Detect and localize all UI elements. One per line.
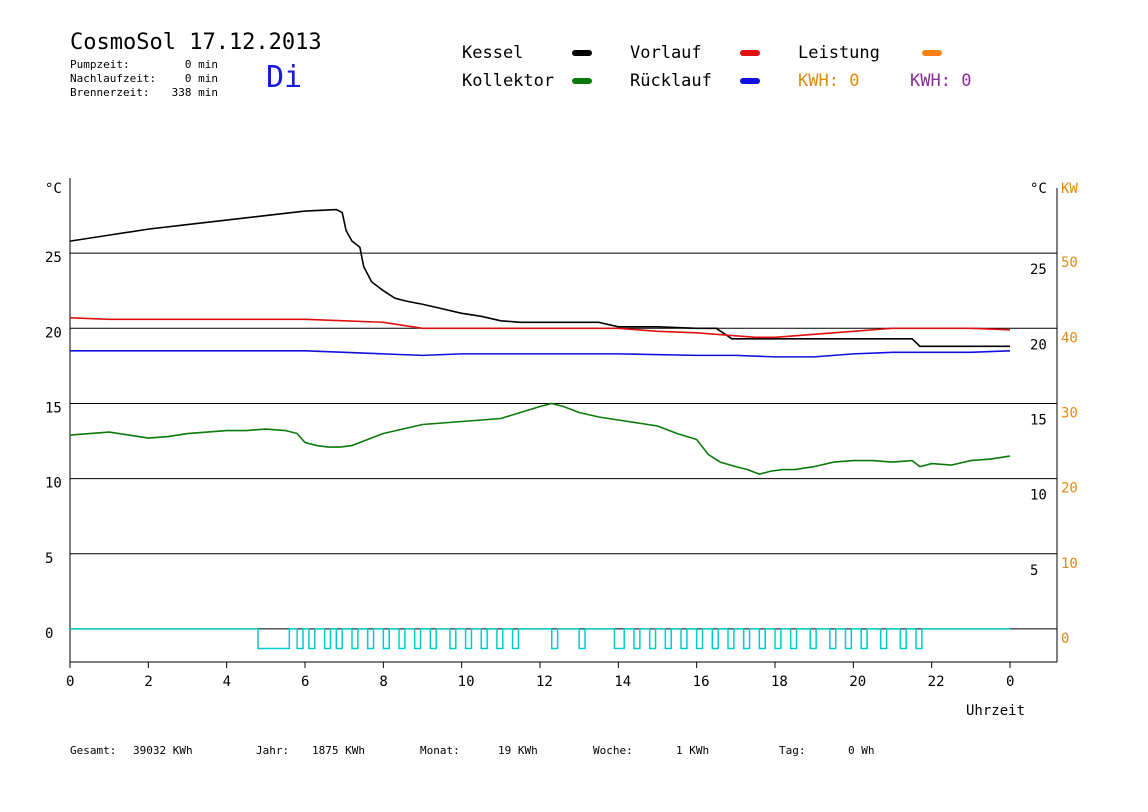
x-tick-2: 4 — [223, 674, 231, 690]
info-label-nachlaufzeit: Nachlaufzeit: — [70, 72, 157, 85]
legend-swatch-vorlauf — [740, 50, 760, 56]
legend-kwh2: KWH: 0 — [910, 71, 971, 91]
series-leistung — [70, 628, 1010, 650]
footer-gesamt-value: 39032 KWh — [133, 744, 193, 757]
y-tick-left-25: 25 — [45, 250, 62, 266]
series-kessel — [69, 208, 1010, 348]
x-tick-10: 20 — [849, 674, 866, 690]
x-tick-8: 16 — [693, 674, 710, 690]
footer-woche-label: Woche: — [593, 744, 633, 757]
y-tick-right-5: 5 — [1030, 563, 1038, 579]
y-tick-left-5: 5 — [45, 551, 53, 567]
x-tick-11: 22 — [928, 674, 945, 690]
series-vorlauf — [69, 316, 1011, 339]
series-ruecklauf — [70, 350, 1011, 358]
info-label-brennerzeit: Brennerzeit: — [70, 86, 150, 99]
x-tick-7: 14 — [614, 674, 631, 690]
legend-kwh1-label: KWH: — [798, 71, 839, 91]
y-tick-kw-40: 40 — [1061, 330, 1078, 346]
y-tick-right-25: 25 — [1030, 262, 1047, 278]
legend-label-leistung: Leistung — [798, 43, 880, 63]
info-value-nachlaufzeit: 0 min — [184, 72, 218, 85]
y-tick-right-15: 15 — [1030, 412, 1047, 428]
x-tick-12: 0 — [1006, 674, 1014, 690]
y-unit-right: °C — [1030, 181, 1047, 197]
legend-kwh1: KWH: 0 — [798, 71, 859, 91]
legend-label-kollektor: Kollektor — [462, 71, 555, 91]
x-tick-6: 12 — [536, 674, 553, 690]
legend-swatch-kessel — [572, 50, 592, 56]
footer-tag-label: Tag: — [779, 744, 806, 757]
x-tick-5: 10 — [458, 674, 475, 690]
info-value-pumpzeit: 0 min — [184, 58, 218, 71]
legend-kwh1-value: 0 — [849, 71, 860, 91]
y-tick-left-15: 15 — [45, 400, 62, 416]
legend-swatch-kollektor — [572, 78, 592, 84]
y-tick-kw-0: 0 — [1061, 631, 1069, 647]
footer-gesamt-label: Gesamt: — [70, 744, 117, 757]
footer-jahr-value: 1875 KWh — [312, 744, 365, 757]
legend-swatch-leistung — [922, 50, 942, 56]
y-tick-kw-50: 50 — [1061, 255, 1078, 271]
x-tick-9: 18 — [771, 674, 788, 690]
x-tick-3: 6 — [301, 674, 309, 690]
footer-monat-label: Monat: — [420, 744, 460, 757]
x-tick-4: 8 — [379, 674, 387, 690]
x-axis-label: Uhrzeit — [966, 703, 1025, 719]
y-tick-right-10: 10 — [1030, 488, 1047, 504]
legend-label-ruecklauf: Rücklauf — [630, 71, 712, 91]
y-tick-right-20: 20 — [1030, 337, 1047, 353]
legend-kwh2-label: KWH: — [910, 71, 951, 91]
y-tick-left-0: 0 — [45, 626, 53, 642]
legend-label-kessel: Kessel — [462, 43, 524, 63]
footer-jahr-label: Jahr: — [256, 744, 290, 757]
footer-monat-value: 19 KWh — [498, 744, 538, 757]
y-tick-left-20: 20 — [45, 325, 62, 341]
y-tick-kw-20: 20 — [1061, 481, 1078, 497]
legend-label-vorlauf: Vorlauf — [630, 43, 702, 63]
footer-tag-value: 0 Wh — [848, 744, 875, 757]
y-tick-kw-10: 10 — [1061, 556, 1078, 572]
series-kollektor — [69, 402, 1011, 475]
y-unit-left: °C — [45, 181, 62, 197]
legend-kwh2-value: 0 — [961, 71, 972, 91]
y-tick-left-10: 10 — [45, 476, 62, 492]
x-tick-0: 0 — [66, 674, 74, 690]
info-label-pumpzeit: Pumpzeit: — [70, 58, 130, 71]
info-value-brennerzeit: 338 min — [171, 86, 218, 99]
footer-woche-value: 1 KWh — [676, 744, 710, 757]
page-title: CosmoSol 17.12.2013 — [70, 30, 322, 55]
weekday-label: Di — [266, 60, 303, 95]
y-tick-kw-30: 30 — [1061, 405, 1078, 421]
legend-swatch-ruecklauf — [740, 78, 760, 84]
y-unit-kw: KW — [1061, 181, 1078, 197]
x-tick-1: 2 — [144, 674, 152, 690]
